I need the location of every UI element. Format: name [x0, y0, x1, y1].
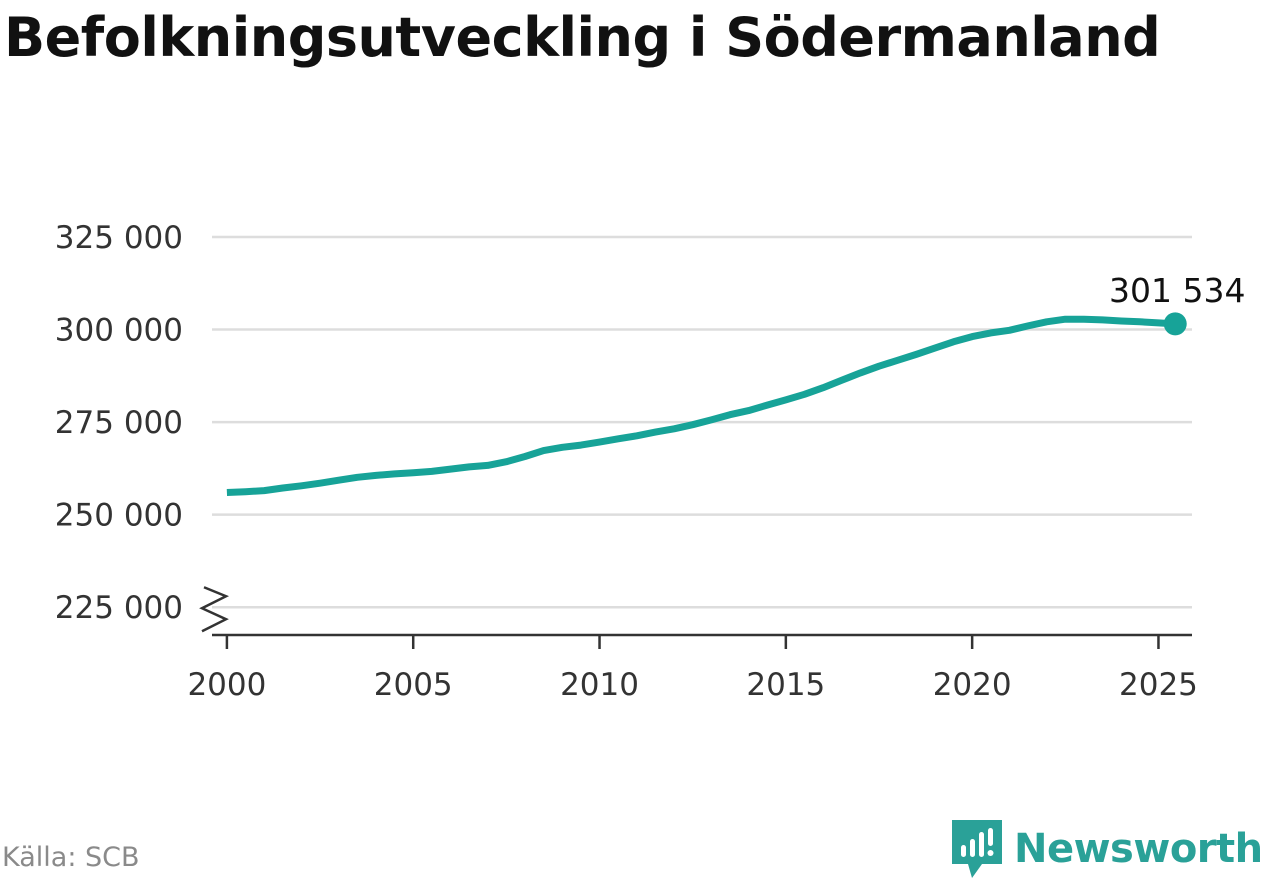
x-tick-label: 2005	[374, 667, 453, 703]
source-note: Källa: SCB	[2, 842, 140, 873]
x-tick-label: 2025	[1119, 667, 1198, 703]
brand-logo: Newsworthy	[952, 820, 1262, 878]
line-chart: 225 000 250 000 275 000 300 000 325 000 2000…	[55, 220, 1246, 703]
x-tick-label: 2010	[560, 667, 639, 703]
y-tick-label: 275 000	[55, 405, 183, 441]
x-tick-label: 2000	[187, 667, 266, 703]
y-tick-label: 325 000	[55, 220, 183, 256]
end-value-label: 301 534	[1109, 271, 1245, 310]
newsworthy-logo-icon	[952, 820, 1002, 878]
series-line	[226, 315, 1176, 496]
x-tick-label: 2015	[746, 667, 825, 703]
data-labels: 301 534	[1109, 271, 1245, 310]
y-tick-label: 250 000	[55, 498, 183, 534]
brand-name: Newsworthy	[1014, 826, 1262, 872]
end-point-marker	[1163, 312, 1187, 336]
y-axis-tick-labels: 225 000 250 000 275 000 300 000 325 000	[55, 220, 183, 626]
axis-break-icon	[199, 586, 230, 633]
y-tick-label: 225 000	[55, 590, 183, 626]
x-axis: 2000 2005 2010 2015 2020 2025	[187, 586, 1198, 703]
chart-title: Befolkningsutveckling i Södermanland	[4, 6, 1161, 69]
series-layer	[226, 312, 1187, 496]
y-tick-label: 300 000	[55, 313, 183, 349]
x-tick-label: 2020	[933, 667, 1012, 703]
